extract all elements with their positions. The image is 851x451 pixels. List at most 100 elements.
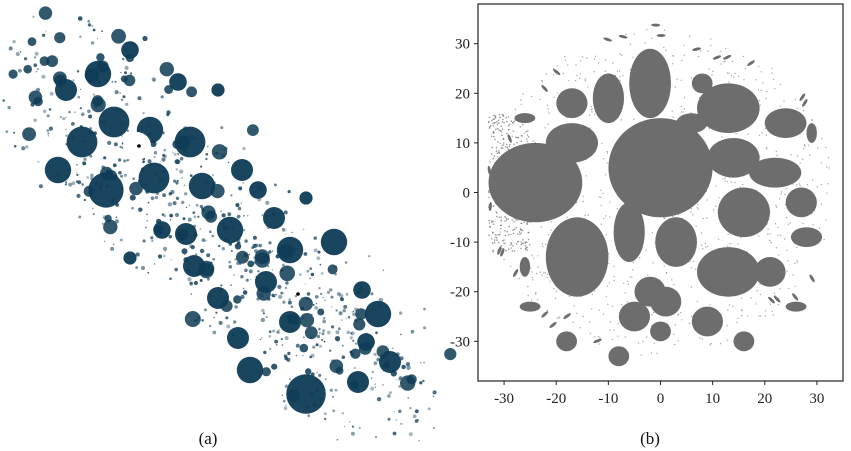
panel-a-point — [358, 426, 361, 429]
panel-a-cluster — [138, 162, 170, 194]
panel-b-point — [758, 134, 761, 136]
panel-b-point — [613, 279, 615, 282]
panel-b-point — [553, 288, 555, 290]
panel-b-point — [488, 196, 490, 199]
panel-a-cluster — [231, 159, 253, 181]
panel-a-point — [303, 252, 308, 256]
panel-a-small-cluster — [236, 250, 249, 264]
panel-a-point — [423, 361, 426, 364]
panel-b-point — [520, 247, 522, 250]
panel-b-point — [627, 283, 629, 285]
panel-b-point — [493, 155, 496, 157]
panel-b-point — [575, 64, 577, 66]
panel-b-point — [586, 57, 588, 59]
panel-a-point — [150, 196, 155, 201]
panel-a-point — [332, 409, 336, 413]
panel-a-point — [146, 213, 149, 216]
panel-a-point — [283, 210, 288, 215]
panel-a-point — [335, 309, 338, 312]
panel-b-point — [727, 245, 729, 247]
panel-a-point — [313, 248, 318, 253]
panel-b-point — [495, 146, 498, 149]
panel-a-point — [274, 293, 277, 296]
panel-a-point — [368, 255, 371, 258]
panel-b-point — [492, 249, 495, 252]
panel-a-point — [329, 388, 333, 392]
panel-a-point — [5, 130, 9, 134]
panel-a-scatter — [2, 6, 457, 442]
panel-a-point — [330, 295, 334, 299]
panel-a-small-cluster — [33, 96, 43, 107]
panel-b-point — [637, 342, 640, 344]
panel-a-point — [228, 265, 233, 269]
panel-a-point — [382, 384, 384, 386]
panel-a-point — [206, 253, 211, 258]
panel-b-point — [511, 250, 514, 252]
panel-a-point — [271, 269, 274, 271]
panel-b-point — [512, 245, 514, 247]
panel-b-cluster — [608, 346, 630, 367]
panel-b-point — [605, 234, 607, 236]
panel-b-point — [501, 147, 504, 149]
panel-b-point — [779, 105, 781, 107]
panel-a-point — [153, 156, 156, 159]
panel-a-cluster — [279, 311, 301, 333]
panel-b-point — [498, 114, 501, 116]
panel-a-point — [153, 263, 156, 265]
panel-b-point — [525, 130, 528, 133]
panel-a-point — [195, 253, 198, 256]
panel-b-point — [674, 86, 676, 88]
panel-b-point — [725, 47, 727, 50]
panel-b-small-cluster — [541, 311, 549, 318]
panel-b-point — [495, 150, 498, 152]
panel-b-point — [526, 249, 529, 252]
panel-b-point — [527, 130, 529, 132]
panel-a-point — [324, 378, 327, 380]
panel-b-small-cluster — [799, 93, 806, 101]
panel-b-point — [689, 260, 691, 263]
panel-a-point — [260, 317, 265, 323]
panel-a-point — [147, 201, 150, 204]
panel-a-point — [192, 211, 196, 215]
panel-b-point — [508, 225, 511, 228]
panel-b-point — [789, 222, 791, 224]
panel-b-point — [600, 189, 602, 191]
panel-b-cluster — [613, 202, 645, 262]
panel-a-small-cluster — [103, 219, 118, 235]
panel-b-point — [696, 207, 698, 209]
panel-b-point — [811, 179, 814, 181]
panel-b-point — [491, 231, 494, 234]
panel-a-small-cluster — [305, 368, 312, 375]
panel-b-cluster — [519, 257, 531, 277]
panel-a-small-cluster — [77, 16, 83, 21]
panel-b-point — [787, 287, 790, 290]
panel-a-point — [414, 419, 419, 423]
panel-b-point — [778, 254, 780, 256]
panel-b-point — [510, 247, 512, 249]
panel-a-small-cluster — [129, 181, 143, 196]
panel-a-cluster — [364, 300, 392, 328]
panel-b-point — [764, 310, 766, 312]
panel-b-point — [509, 143, 511, 146]
panel-a-small-cluster — [444, 348, 457, 361]
panel-b-point — [828, 167, 830, 169]
panel-b-point — [520, 228, 523, 231]
panel-a-point — [179, 169, 184, 174]
panel-b-cluster — [733, 331, 755, 352]
panel-b-point — [790, 154, 792, 156]
y-tick-label: 20 — [455, 86, 470, 102]
y-tick-label: 10 — [455, 136, 470, 152]
panel-b-point — [523, 132, 525, 135]
panel-b-point — [502, 118, 504, 121]
panel-a-point — [342, 309, 346, 313]
panel-b-point — [496, 239, 498, 241]
panel-b-point — [520, 140, 522, 142]
panel-a-small-cluster — [355, 308, 367, 320]
panel-b-point — [544, 272, 546, 274]
panel-b-point — [671, 110, 673, 112]
panel-a-cluster — [174, 126, 206, 158]
panel-b-point — [598, 196, 600, 198]
panel-b-cluster — [650, 321, 671, 342]
panel-b-point — [512, 229, 514, 231]
panel-b-point — [527, 136, 530, 138]
